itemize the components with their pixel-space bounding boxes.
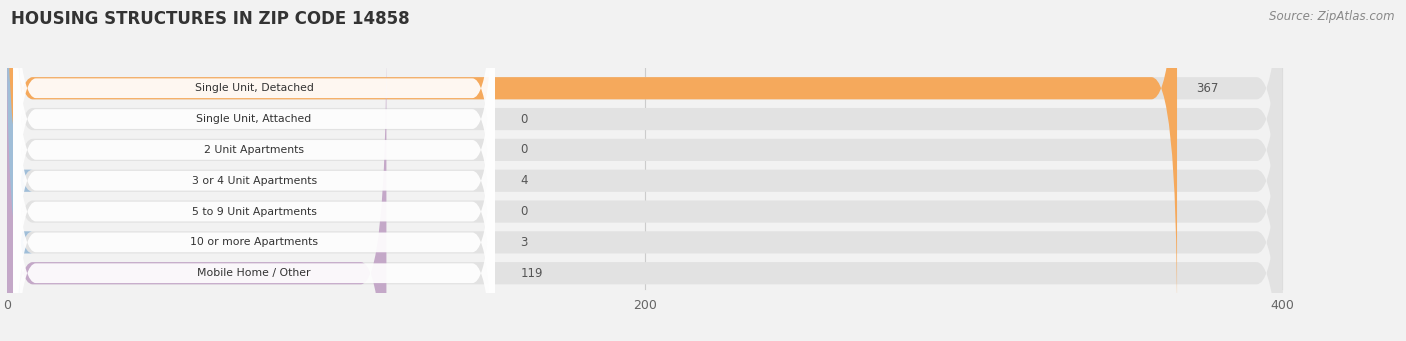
FancyBboxPatch shape <box>7 38 387 341</box>
FancyBboxPatch shape <box>7 0 1282 341</box>
FancyBboxPatch shape <box>7 0 1282 341</box>
FancyBboxPatch shape <box>14 0 495 341</box>
Text: 2 Unit Apartments: 2 Unit Apartments <box>204 145 304 155</box>
Text: Single Unit, Attached: Single Unit, Attached <box>197 114 312 124</box>
Text: 10 or more Apartments: 10 or more Apartments <box>190 237 318 247</box>
Text: 119: 119 <box>520 267 543 280</box>
FancyBboxPatch shape <box>14 36 495 341</box>
FancyBboxPatch shape <box>14 5 495 341</box>
Text: 5 to 9 Unit Apartments: 5 to 9 Unit Apartments <box>191 207 316 217</box>
Text: 3: 3 <box>520 236 527 249</box>
FancyBboxPatch shape <box>7 7 1282 341</box>
Text: Mobile Home / Other: Mobile Home / Other <box>197 268 311 278</box>
FancyBboxPatch shape <box>7 0 1282 341</box>
Text: 0: 0 <box>520 144 527 157</box>
Text: 4: 4 <box>520 174 527 187</box>
FancyBboxPatch shape <box>14 0 495 294</box>
Text: 0: 0 <box>520 205 527 218</box>
FancyBboxPatch shape <box>14 67 495 341</box>
FancyBboxPatch shape <box>14 0 495 325</box>
Text: 0: 0 <box>520 113 527 125</box>
Text: Source: ZipAtlas.com: Source: ZipAtlas.com <box>1270 10 1395 23</box>
Text: 3 or 4 Unit Apartments: 3 or 4 Unit Apartments <box>191 176 316 186</box>
FancyBboxPatch shape <box>0 0 32 341</box>
Text: Single Unit, Detached: Single Unit, Detached <box>194 83 314 93</box>
FancyBboxPatch shape <box>0 7 32 341</box>
FancyBboxPatch shape <box>7 0 1282 324</box>
Text: 367: 367 <box>1197 82 1219 95</box>
FancyBboxPatch shape <box>7 0 1282 341</box>
FancyBboxPatch shape <box>7 38 1282 341</box>
Text: HOUSING STRUCTURES IN ZIP CODE 14858: HOUSING STRUCTURES IN ZIP CODE 14858 <box>11 10 411 28</box>
FancyBboxPatch shape <box>7 0 1177 324</box>
FancyBboxPatch shape <box>14 0 495 341</box>
